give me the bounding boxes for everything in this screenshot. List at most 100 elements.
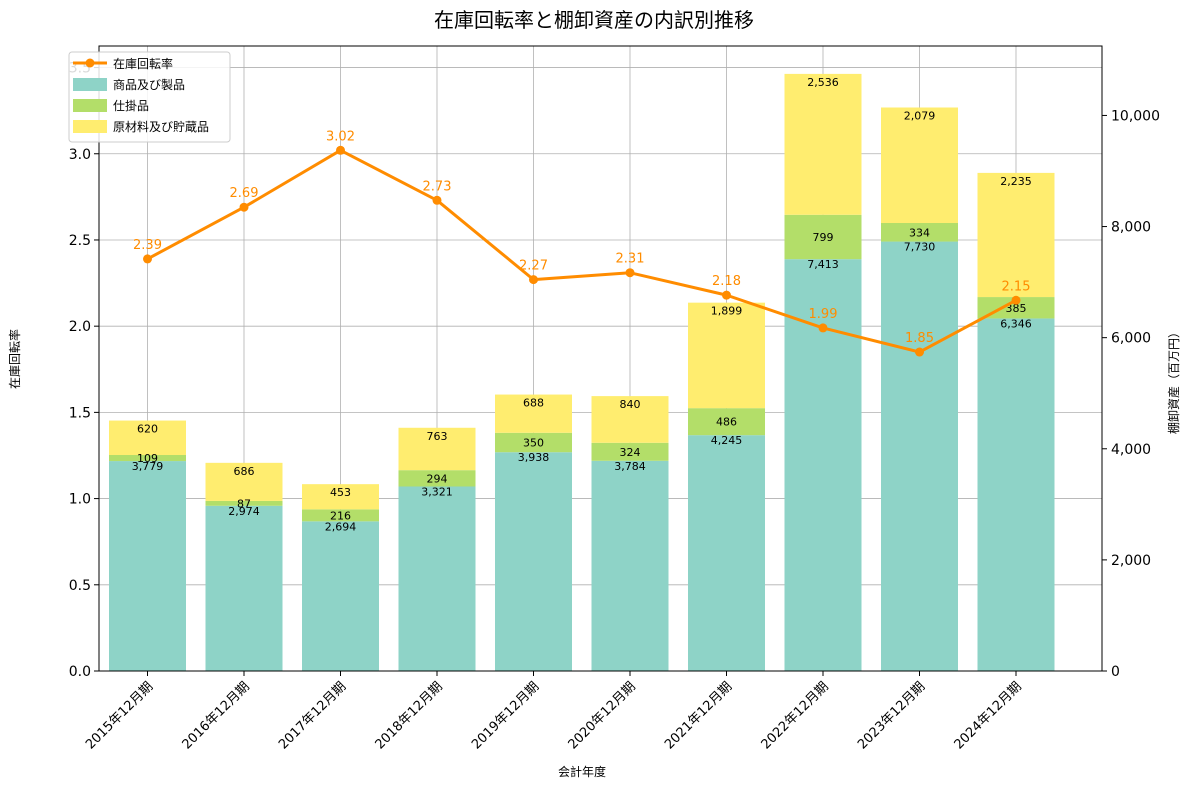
turnover-data-label: 2.69	[230, 186, 259, 201]
bar-segment	[591, 396, 669, 443]
bar-data-label: 2,974	[228, 505, 260, 518]
bar-data-label: 3,784	[614, 460, 646, 473]
turnover-point	[336, 145, 345, 155]
bar-segment	[977, 318, 1055, 671]
turnover-point	[625, 268, 635, 278]
bar-segment	[302, 521, 379, 671]
bar-segment	[591, 442, 669, 461]
bar-segment	[688, 435, 765, 671]
bar-data-label: 350	[523, 437, 544, 450]
bar-segment	[881, 241, 958, 672]
bar-data-label: 3,321	[421, 486, 453, 499]
turnover-point	[818, 323, 828, 333]
bar-segment	[398, 427, 476, 471]
x-tick-label: 2024年12月期	[952, 679, 1025, 752]
turnover-data-label: 2.27	[519, 259, 548, 274]
legend-swatch	[73, 120, 107, 133]
turnover-point	[1011, 295, 1021, 305]
bar-data-label: 4,245	[711, 434, 743, 447]
bar-data-label: 453	[330, 486, 351, 499]
bar-segment	[977, 172, 1055, 298]
bar-segment	[205, 462, 283, 501]
x-tick-label: 2015年12月期	[83, 679, 156, 752]
bar-segment	[302, 509, 379, 522]
bar-data-label: 3,938	[518, 451, 550, 464]
turnover-point	[432, 195, 442, 205]
bar-segment	[398, 486, 476, 671]
left-tick-label: 1.0	[69, 492, 91, 508]
turnover-data-label: 2.39	[133, 238, 162, 253]
bar-data-label: 1,899	[711, 305, 743, 318]
left-axis: 0.00.51.01.52.02.53.03.5	[69, 61, 99, 680]
bar-segment	[205, 505, 283, 671]
x-tick-label: 2020年12月期	[566, 679, 639, 752]
right-tick-label: 2,000	[1111, 553, 1151, 569]
x-axis: 2015年12月期 2016年12月期 2017年12月期 2018年12月期 2019…	[83, 671, 1025, 753]
turnover-data-label: 3.02	[326, 129, 355, 144]
turnover-data-label: 2.73	[423, 179, 452, 194]
turnover-point	[143, 254, 152, 264]
left-tick-label: 2.0	[69, 319, 91, 335]
bar-data-label: 7,730	[904, 241, 936, 254]
bar-segment	[398, 470, 476, 487]
bar-segment	[688, 302, 765, 409]
bar-data-label: 3,779	[132, 460, 164, 473]
legend-box	[68, 51, 231, 143]
bar-segment	[591, 460, 669, 671]
legend-line-marker	[85, 58, 95, 68]
bars	[109, 73, 1055, 672]
bar-segment	[495, 452, 572, 671]
right-tick-label: 8,000	[1111, 220, 1151, 236]
bar-segment	[977, 297, 1055, 319]
x-axis-label: 会計年度	[558, 764, 606, 779]
bar-data-label: 109	[137, 452, 158, 465]
bar-data-label: 334	[909, 226, 930, 239]
legend-label: 仕掛品	[113, 98, 149, 113]
turnover-point	[529, 275, 538, 285]
y-axis-right-label: 棚卸資産（百万円）	[1166, 326, 1181, 434]
bar-data-label: 688	[523, 397, 544, 410]
turnover-data-label: 1.99	[809, 307, 838, 322]
x-tick-label: 2023年12月期	[855, 679, 928, 752]
bar-data-label: 799	[813, 231, 834, 244]
y-axis-left-label: 在庫回転率	[7, 329, 22, 389]
bar-data-label: 294	[427, 472, 448, 485]
x-tick-label: 2022年12月期	[759, 679, 832, 752]
left-tick-label: 0.5	[69, 578, 91, 594]
right-axis: 0 2,000 4,000 6,000 8,000 10,000	[1102, 108, 1160, 680]
chart-title: 在庫回転率と棚卸資産の内訳別推移	[434, 8, 754, 32]
bar-data-label: 763	[427, 430, 448, 443]
legend-label: 原材料及び貯蔵品	[113, 120, 209, 134]
bar-data-label: 87	[237, 497, 251, 510]
x-tick-label: 2017年12月期	[276, 679, 349, 752]
bar-data-label: 7,413	[807, 258, 839, 271]
bar-segment	[784, 214, 862, 260]
bar-data-label: 2,079	[904, 110, 936, 123]
turnover-point	[239, 202, 249, 212]
bar-segment	[881, 223, 958, 242]
right-tick-label: 10,000	[1111, 108, 1160, 124]
bar-data-label: 486	[716, 416, 737, 429]
bar-segment	[205, 500, 283, 506]
bar-segment	[688, 408, 765, 436]
x-tick-label: 2018年12月期	[373, 679, 446, 752]
bar-segment	[881, 107, 958, 223]
left-tick-label: 1.5	[69, 405, 91, 421]
legend-swatch	[73, 78, 107, 91]
right-tick-label: 4,000	[1111, 442, 1151, 458]
turnover-line: 2.39 2.69 3.02 2.73 2.27 2.31 2.18 1.99 1.85 2.15	[133, 129, 1030, 357]
turnover-point	[915, 347, 924, 357]
bar-segment	[495, 432, 572, 453]
bar-data-label: 2,536	[807, 76, 839, 89]
bar-data-label: 6,346	[1000, 317, 1032, 330]
bar-data-label: 840	[620, 398, 641, 411]
right-tick-label: 6,000	[1111, 331, 1151, 347]
bar-segment	[109, 461, 186, 671]
turnover-line-path	[146, 148, 1017, 354]
legend-swatch	[73, 99, 107, 112]
bar-data-label: 620	[137, 423, 158, 436]
left-tick-label: 0.0	[69, 664, 91, 680]
turnover-data-label: 2.31	[616, 252, 645, 267]
